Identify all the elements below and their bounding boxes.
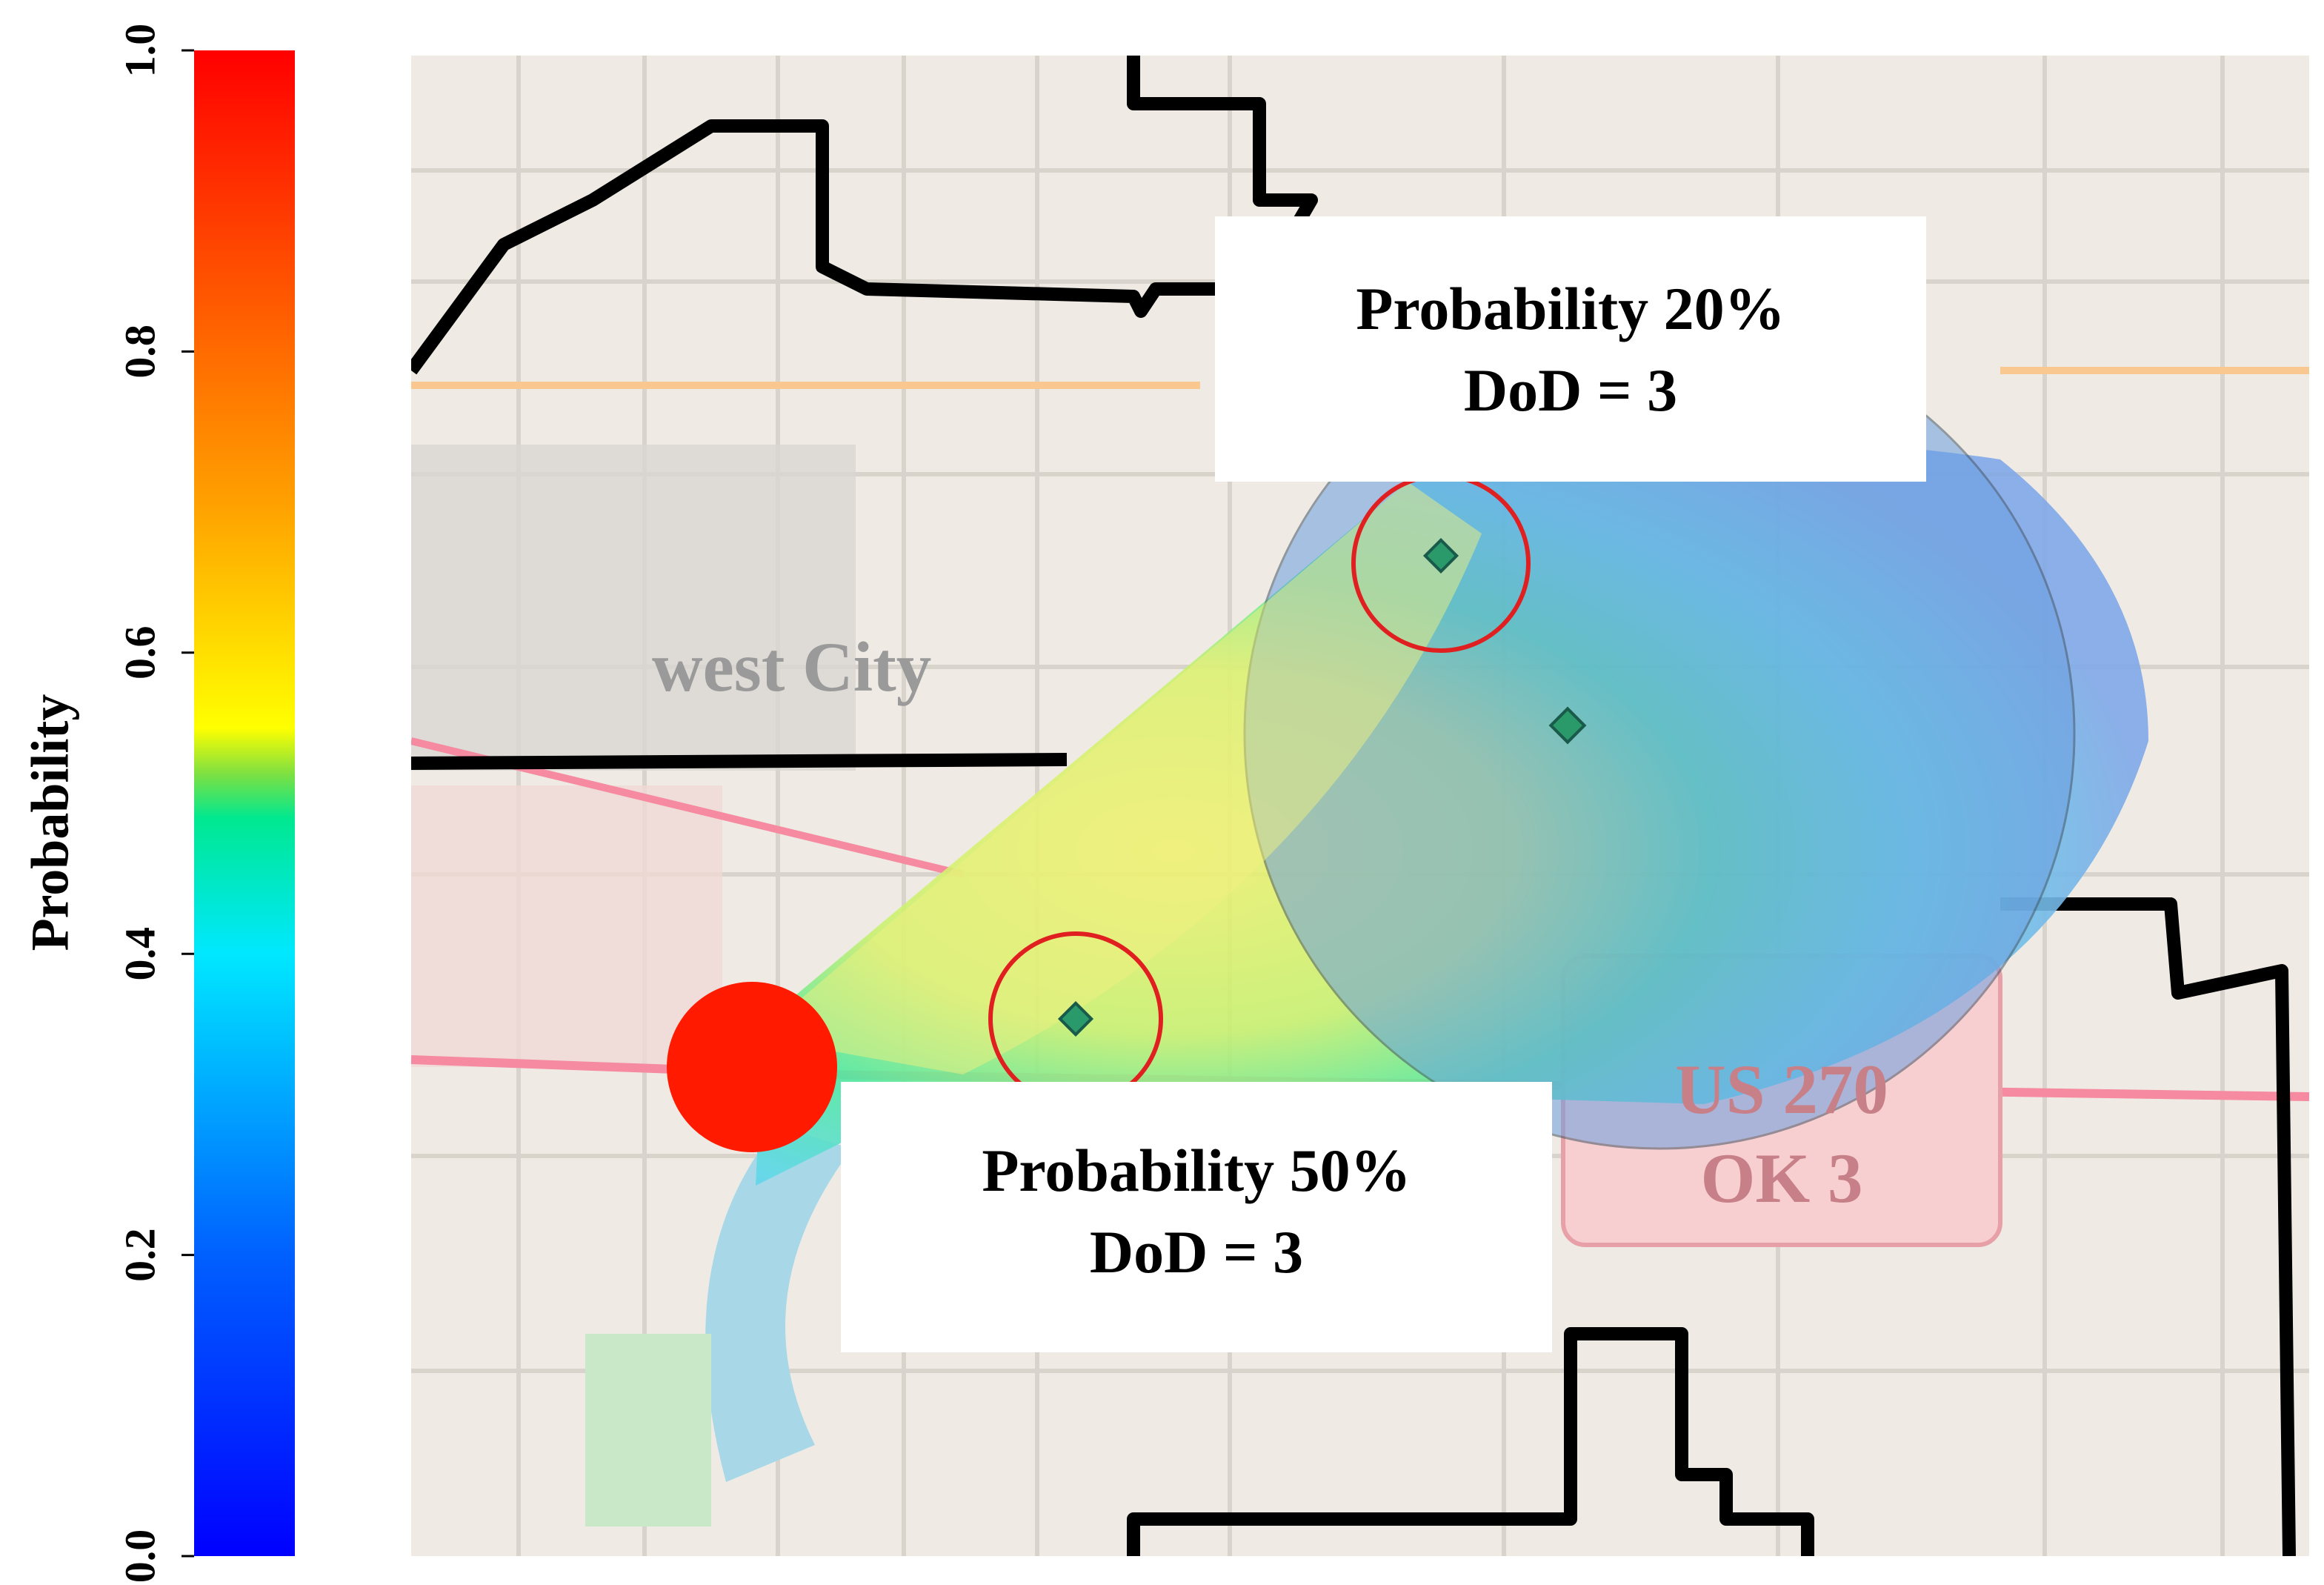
- annotation-text: DoD = 3: [1464, 356, 1677, 424]
- annotation-text: DoD = 3: [1090, 1218, 1303, 1286]
- annotation-text: Probability 50%: [982, 1137, 1411, 1204]
- colorbar-tick-label: 0.6: [116, 626, 164, 680]
- route-label: OK 3: [1700, 1139, 1862, 1217]
- annotation-text: Probability 20%: [1356, 275, 1785, 342]
- colorbar-tick-label: 0.8: [116, 325, 164, 379]
- colorbar-label: Probability: [21, 694, 80, 951]
- colorbar-tick-label: 1.0: [116, 24, 164, 78]
- route-label: US 270: [1675, 1050, 1888, 1129]
- colorbar-tick-label: 0.2: [116, 1228, 164, 1282]
- colorbar-tick-label: 0.0: [116, 1529, 164, 1584]
- colorbar-tick-label: 0.4: [116, 927, 164, 981]
- city-label: west City: [652, 628, 931, 706]
- colorbar: [194, 50, 295, 1556]
- annotation: Probability 50% DoD = 3: [841, 1082, 1552, 1352]
- annotation: Probability 20% DoD = 3: [1215, 216, 1926, 482]
- map: west City US 270 OK 3: [411, 56, 2309, 1556]
